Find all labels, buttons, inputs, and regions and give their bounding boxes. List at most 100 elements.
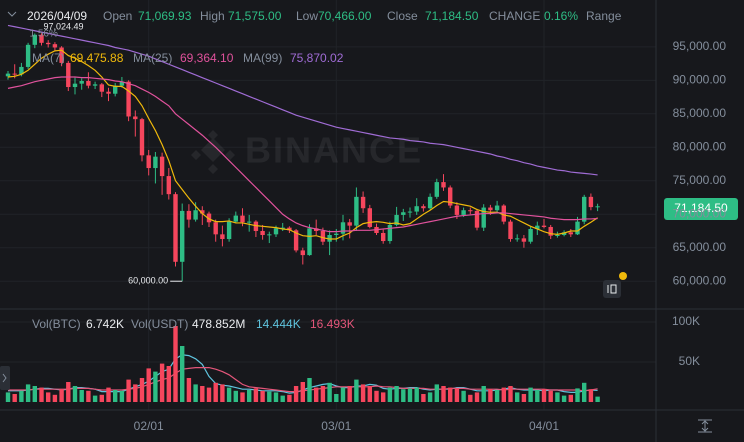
candle-body bbox=[99, 84, 104, 92]
candle-body bbox=[126, 81, 131, 117]
candle-body bbox=[515, 238, 520, 240]
candle-body bbox=[528, 228, 533, 242]
y-tick-label: 100K bbox=[672, 314, 700, 328]
candle-body bbox=[59, 47, 64, 63]
plot bbox=[5, 24, 600, 402]
header-label: Open bbox=[103, 9, 132, 23]
y-tick-label: 90,000.00 bbox=[673, 72, 727, 86]
x-tick-label: 04/01 bbox=[529, 419, 559, 433]
watermark: BINANCE bbox=[245, 130, 423, 171]
y-tick-label: 95,000.00 bbox=[673, 39, 727, 53]
candle-body bbox=[474, 210, 480, 228]
candle-body bbox=[193, 210, 198, 220]
candle-body bbox=[139, 119, 145, 156]
header-label: Close bbox=[387, 9, 418, 23]
candle-body bbox=[267, 234, 272, 236]
candle-body bbox=[314, 228, 319, 231]
candle-body bbox=[521, 238, 527, 242]
candle-body bbox=[166, 176, 171, 195]
header-value: 0.16% bbox=[544, 9, 578, 23]
candle-body bbox=[206, 213, 212, 223]
y-tick-label: 70,000.00 bbox=[673, 206, 727, 220]
tool-icon[interactable] bbox=[603, 280, 621, 298]
last-price-box bbox=[664, 198, 738, 220]
notification-dot bbox=[619, 272, 627, 280]
candle-body bbox=[448, 187, 453, 206]
candle-body bbox=[488, 207, 493, 211]
candle-body bbox=[200, 210, 205, 214]
header-label: High bbox=[200, 9, 225, 23]
y-tick-label: 65,000.00 bbox=[673, 240, 727, 254]
line bbox=[7, 24, 598, 176]
expand-icon[interactable] bbox=[698, 419, 712, 433]
candle-body bbox=[92, 84, 98, 86]
candle-body bbox=[461, 210, 466, 215]
candle-body bbox=[414, 206, 419, 212]
candle-body bbox=[541, 225, 547, 227]
candle-body bbox=[401, 212, 406, 215]
candle-body bbox=[180, 210, 185, 262]
candle-body bbox=[32, 34, 37, 45]
legend-value: 75,870.02 bbox=[290, 51, 344, 65]
tool-icon-glyph bbox=[607, 284, 617, 294]
candle-body bbox=[253, 221, 259, 231]
candle-body bbox=[146, 155, 151, 169]
x-tick-label: 03/01 bbox=[321, 419, 351, 433]
candle-body bbox=[421, 206, 426, 209]
candle-body bbox=[360, 196, 366, 209]
candle-body bbox=[159, 156, 165, 177]
candle-body bbox=[555, 235, 560, 237]
candle-body bbox=[354, 196, 359, 226]
candle-body bbox=[394, 214, 399, 225]
legend-label: Vol(BTC) bbox=[32, 317, 81, 331]
header-value: 71,575.00 bbox=[228, 9, 282, 23]
candle-body bbox=[441, 182, 446, 188]
candle-body bbox=[173, 194, 178, 262]
collapse-icon[interactable] bbox=[7, 11, 17, 17]
watermark-logo bbox=[191, 130, 235, 174]
candle-body bbox=[220, 234, 225, 240]
candle-body bbox=[320, 230, 326, 242]
candle-body bbox=[19, 66, 24, 75]
line bbox=[7, 76, 598, 233]
candle-body bbox=[508, 221, 513, 240]
candle-body bbox=[213, 222, 218, 235]
candle-body bbox=[300, 250, 305, 256]
last-price: 71,184.50 bbox=[674, 201, 728, 215]
candle-body bbox=[273, 228, 279, 235]
candle-body bbox=[548, 226, 553, 236]
candle-body bbox=[307, 228, 312, 256]
header-date: 2026/04/09 bbox=[27, 9, 87, 23]
candle-body bbox=[434, 182, 439, 197]
y-tick-label: 60,000.00 bbox=[673, 273, 727, 287]
candle-body bbox=[260, 230, 265, 236]
candle-body bbox=[119, 81, 125, 86]
candle-body bbox=[113, 85, 118, 94]
legend-value: 69,475.88 bbox=[70, 51, 124, 65]
candle-body bbox=[454, 205, 460, 215]
candle-body bbox=[106, 91, 111, 94]
legend-value: 6.742K bbox=[86, 317, 124, 331]
header-value: 71,184.50 bbox=[425, 9, 479, 23]
candle-body bbox=[427, 196, 433, 209]
side-tab[interactable] bbox=[0, 366, 10, 390]
candle-body bbox=[153, 156, 158, 169]
header-label: CHANGE bbox=[489, 9, 540, 23]
candle-body bbox=[72, 83, 78, 88]
candle-body bbox=[387, 224, 393, 242]
candle-body bbox=[233, 215, 238, 222]
candle-body bbox=[347, 222, 352, 226]
candle-body bbox=[86, 80, 91, 86]
y-tick-label: 50K bbox=[679, 354, 700, 368]
candle-body bbox=[568, 232, 573, 235]
grid bbox=[0, 0, 656, 410]
candle-body bbox=[66, 62, 71, 88]
candle-body bbox=[12, 73, 17, 75]
y-tick-label: 80,000.00 bbox=[673, 139, 727, 153]
candle-body bbox=[535, 225, 540, 229]
header-label: Low bbox=[296, 9, 318, 23]
side-tab-arrow bbox=[2, 373, 7, 383]
header-range[interactable]: Range bbox=[586, 9, 622, 23]
